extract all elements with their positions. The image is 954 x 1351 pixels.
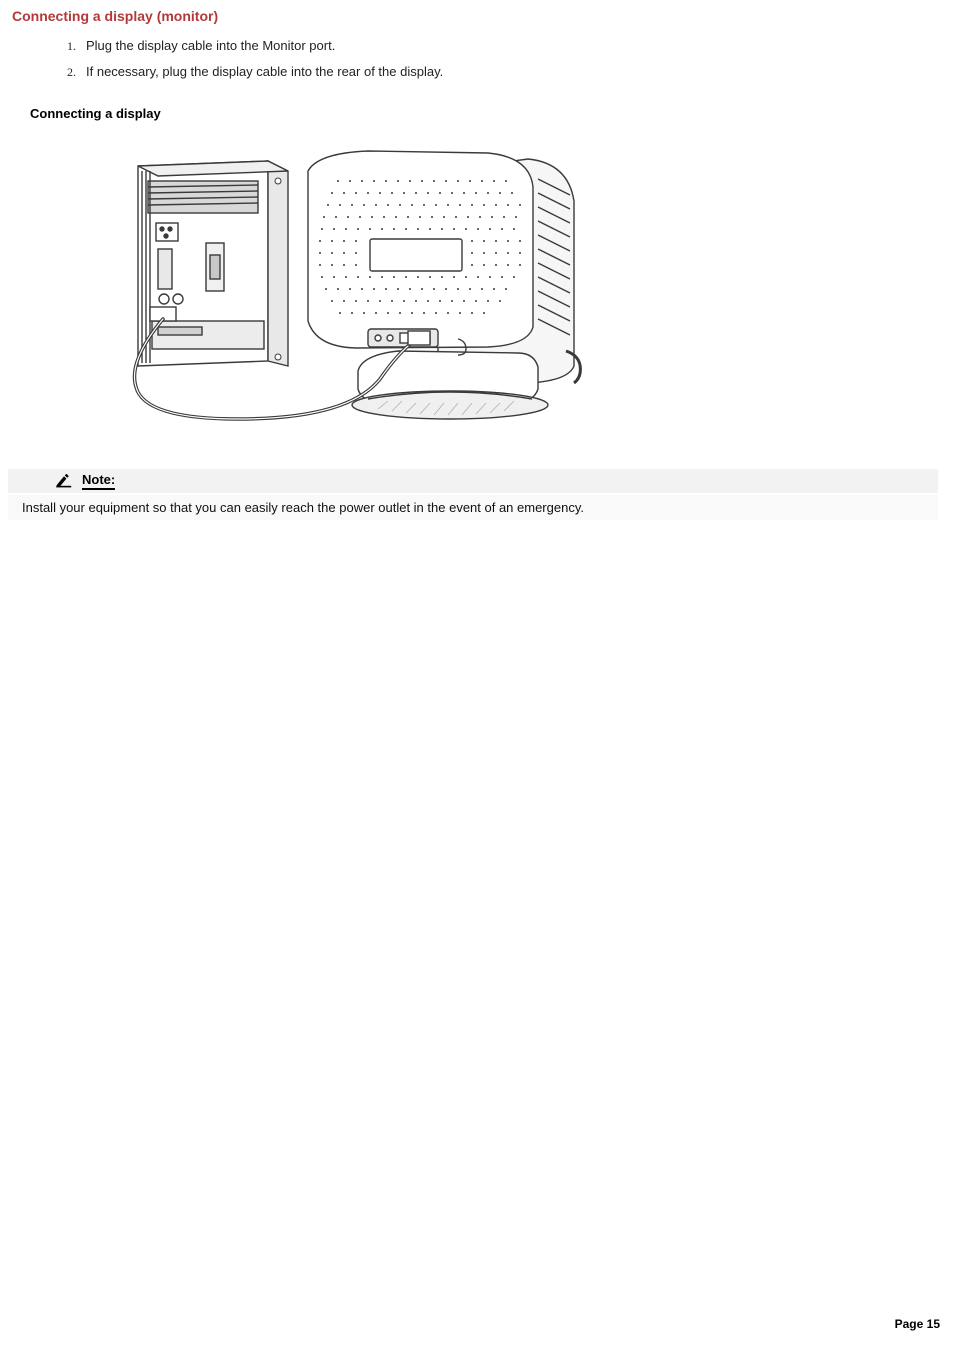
- page-number: Page 15: [895, 1317, 940, 1331]
- pencil-note-icon: [54, 473, 74, 489]
- step-item: 2. If necessary, plug the display cable …: [54, 64, 946, 80]
- note-header: Note:: [8, 469, 938, 493]
- step-text: If necessary, plug the display cable int…: [86, 64, 443, 79]
- step-number: 1.: [54, 39, 76, 54]
- step-text: Plug the display cable into the Monitor …: [86, 38, 335, 53]
- step-number: 2.: [54, 65, 76, 80]
- figure-caption: Connecting a display: [30, 106, 946, 121]
- note-label: Note:: [82, 472, 115, 490]
- illustration-container: [8, 131, 946, 441]
- steps-list: 1. Plug the display cable into the Monit…: [54, 38, 946, 80]
- step-item: 1. Plug the display cable into the Monit…: [54, 38, 946, 54]
- monitor-connection-illustration: [118, 131, 598, 441]
- note-body: Install your equipment so that you can e…: [8, 495, 938, 520]
- page-heading: Connecting a display (monitor): [12, 8, 946, 24]
